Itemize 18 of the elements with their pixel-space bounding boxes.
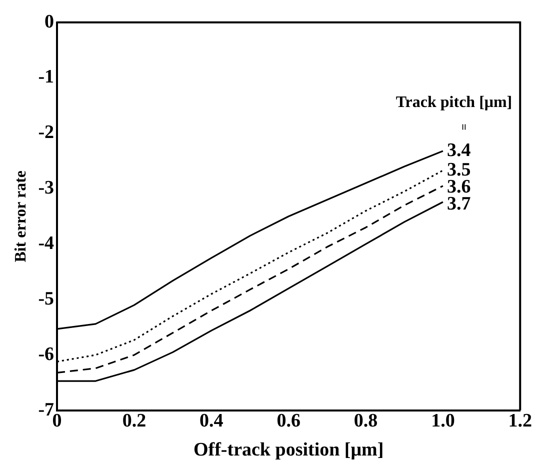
y-tick-label: -4 — [38, 233, 55, 254]
x-axis-title: Off-track position [μm] — [193, 440, 384, 461]
y-tick-label: 0 — [44, 11, 54, 32]
y-tick-label: -1 — [38, 66, 54, 88]
y-axis-title: Bit error rate — [12, 170, 30, 262]
y-tick-label: -2 — [38, 122, 54, 144]
x-tick-label: 0.4 — [200, 410, 224, 432]
series-label: 3.4 — [446, 140, 472, 161]
x-tick-label: 1.2 — [508, 410, 532, 432]
x-tick-label: 1.0 — [431, 410, 455, 432]
legend-title: Track pitch [μm] — [396, 94, 512, 112]
x-tick-label: 0.6 — [276, 410, 300, 432]
y-tick-label: -5 — [38, 288, 54, 310]
x-tick-label: 0.2 — [122, 410, 146, 432]
y-tick-label: -6 — [38, 344, 54, 365]
annotation: = — [456, 124, 471, 131]
y-tick-label: -3 — [38, 178, 54, 199]
x-tick-label: 0.8 — [354, 410, 378, 432]
